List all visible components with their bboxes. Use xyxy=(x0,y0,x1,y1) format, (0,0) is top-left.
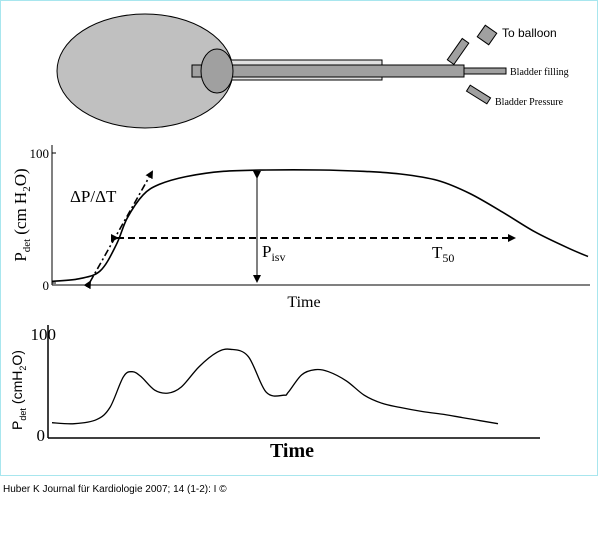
catheter-diagram: To balloon Bladder filling Bladder Press… xyxy=(56,13,569,129)
chart1-ytick-0: 0 xyxy=(43,278,50,293)
chart2-y-label: Pdet(cmH2O) xyxy=(9,350,28,430)
figure-frame xyxy=(0,0,598,476)
balloon-valve xyxy=(476,24,498,46)
t50-label: T50 xyxy=(432,243,454,265)
chart1-ytick-100: 100 xyxy=(30,146,50,161)
chart1-y-label: Pdet(cm H2O) xyxy=(11,168,33,261)
citation: Huber K Journal für Kardiologie 2007; 14… xyxy=(3,484,227,495)
chart1-pressure-line xyxy=(51,169,589,283)
chart1-x-label: Time xyxy=(287,294,320,311)
label-bladder-filling: Bladder filling xyxy=(510,67,569,78)
isv-label: Pisv xyxy=(262,242,285,264)
chart-isovolumetric: 100 0 Pdet(cm H2O) Time ΔP/ΔT Pisv T50 xyxy=(11,145,590,311)
chart2-ytick-0: 0 xyxy=(37,426,46,445)
balloon xyxy=(200,48,234,94)
chart2-pressure-line xyxy=(51,348,499,425)
chart2-ytick-100: 100 xyxy=(31,325,57,344)
label-bladder-pressure: Bladder Pressure xyxy=(495,97,564,108)
balloon-arm xyxy=(446,37,470,66)
label-to-balloon: To balloon xyxy=(502,26,557,40)
bladder-pressure-port xyxy=(465,84,492,105)
slope-tangent-arrow xyxy=(83,170,153,290)
slope-label: ΔP/ΔT xyxy=(70,187,117,206)
chart2-x-label: Time xyxy=(270,440,314,462)
chart-detrusor-trace: 100 0 Pdet(cmH2O) Time xyxy=(9,325,540,462)
bladder-filling-port xyxy=(463,67,507,75)
